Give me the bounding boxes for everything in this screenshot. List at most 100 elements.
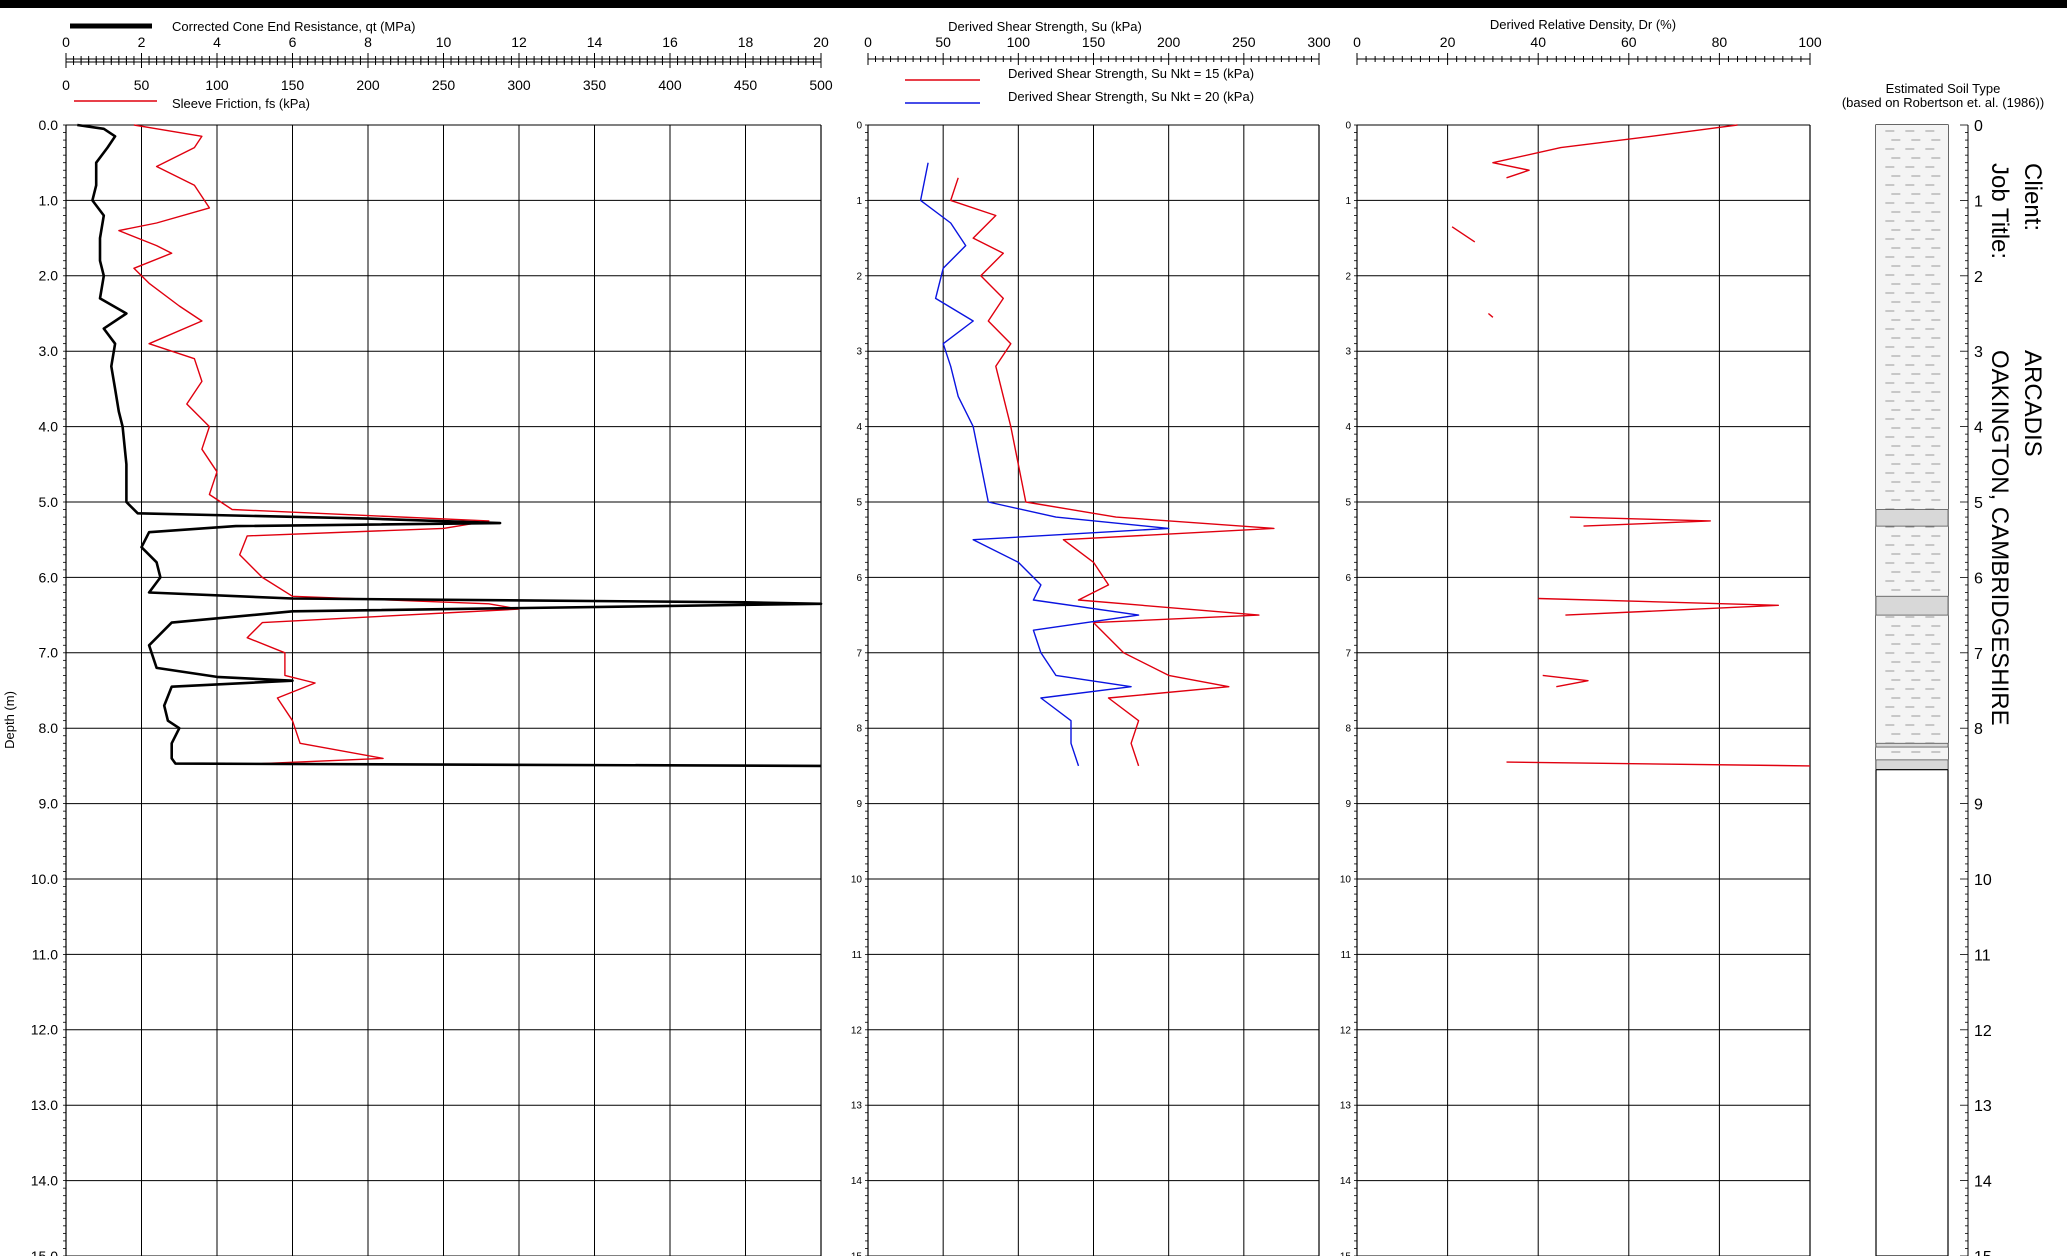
depth-tick-label: 10 (851, 875, 863, 886)
depth-tick-label: 12.0 (31, 1022, 58, 1038)
fs-axis-tick-label: 300 (507, 77, 531, 93)
dr-series-segment (1451, 226, 1476, 243)
fs-axis-tick-label: 200 (356, 77, 380, 93)
fs-series-line (118, 124, 520, 765)
soil-sand-band (1875, 742, 1949, 748)
soil-depth-tick-label: 4 (1974, 420, 1983, 437)
depth-tick-label: 10.0 (31, 871, 58, 887)
panel-relative-density: Derived Relative Density, Dr (%) 0123456… (1340, 17, 1822, 1256)
depth-tick-label: 1.0 (39, 192, 59, 208)
fs-axis-tick-label: 350 (583, 77, 607, 93)
depth-tick-label: 9 (856, 799, 862, 810)
soil-depth-tick-label: 9 (1974, 797, 1983, 814)
soil-depth-tick-label: 5 (1974, 495, 1983, 512)
fs-axis-tick-label: 400 (658, 77, 682, 93)
dr-axis-tick-label: 40 (1530, 34, 1546, 50)
qt-axis-title: Corrected Cone End Resistance, qt (MPa) (172, 19, 416, 34)
soil-sand-band (1875, 595, 1949, 616)
dr-series-segment (1487, 312, 1494, 318)
depth-tick-label: 5 (1345, 498, 1351, 509)
soil-column-fill (1876, 125, 1948, 770)
dr-axis-tick-label: 60 (1621, 34, 1637, 50)
fs-axis-title: Sleeve Friction, fs (kPa) (172, 96, 310, 111)
panel-cone-resistance: Corrected Cone End Resistance, qt (MPa) … (2, 19, 833, 1256)
soil-sand-band (1875, 509, 1949, 527)
panel-shear-strength: Derived Shear Strength, Su (kPa) Derived… (851, 19, 1331, 1256)
depth-tick-label: 13 (1340, 1101, 1352, 1112)
soil-title-line1: Estimated Soil Type (1886, 81, 2001, 96)
qt-axis-tick-label: 16 (662, 34, 678, 50)
fs-axis-tick-label: 500 (809, 77, 833, 93)
depth-tick-label: 3 (1345, 347, 1351, 358)
dr-series-segment (1492, 124, 1738, 179)
dr-axis-tick-label: 80 (1712, 34, 1728, 50)
depth-tick-label: 6 (856, 573, 862, 584)
depth-tick-label: 15 (851, 1252, 863, 1256)
depth-tick-label: 14 (1340, 1176, 1352, 1187)
depth-tick-label: 3 (856, 347, 862, 358)
depth-tick-label: 6.0 (39, 569, 59, 585)
depth-tick-label: 8.0 (39, 720, 59, 736)
qt-axis-tick-label: 2 (138, 34, 146, 50)
su-axis-tick-label: 200 (1157, 34, 1181, 50)
depth-tick-label: 9.0 (39, 796, 59, 812)
depth-tick-label: 0 (856, 121, 862, 132)
su-axis-tick-label: 250 (1232, 34, 1256, 50)
depth-tick-label: 6 (1345, 573, 1351, 584)
depth-tick-label: 7 (856, 648, 862, 659)
fs-axis-tick-label: 150 (281, 77, 305, 93)
soil-depth-tick-label: 8 (1974, 721, 1983, 738)
depth-tick-label: 13 (851, 1101, 863, 1112)
qt-axis-tick-label: 18 (738, 34, 754, 50)
dr-axis-tick-label: 100 (1798, 34, 1822, 50)
dr-axis-tick-label: 20 (1440, 34, 1456, 50)
client-label: Client: (2019, 163, 2046, 231)
depth-tick-label: 8 (1345, 724, 1351, 735)
depth-tick-label: 11 (852, 950, 863, 961)
soil-title-line2: (based on Robertson et. al. (1986)) (1842, 95, 2044, 110)
su-axis-tick-label: 100 (1007, 34, 1031, 50)
depth-tick-label: 12 (1340, 1025, 1352, 1036)
depth-tick-label: 14 (851, 1176, 863, 1187)
soil-depth-tick-label: 1 (1974, 193, 1983, 210)
soil-depth-tick-label: 10 (1974, 872, 1992, 889)
depth-tick-label: 2 (856, 271, 862, 282)
depth-tick-label: 8 (856, 724, 862, 735)
soil-sand-band (1875, 759, 1949, 771)
fs-axis-tick-label: 100 (205, 77, 229, 93)
qt-axis-tick-label: 10 (436, 34, 452, 50)
fs-axis-tick-label: 0 (62, 77, 70, 93)
title-block: Client: ARCADIS Job Title: OAKINGTON, CA… (1986, 163, 2046, 726)
dr-series-segment (1569, 516, 1711, 527)
soil-depth-tick-label: 13 (1974, 1098, 1992, 1115)
depth-tick-label: 5 (856, 498, 862, 509)
su-axis-title: Derived Shear Strength, Su (kPa) (948, 19, 1142, 34)
depth-tick-label: 13.0 (31, 1097, 58, 1113)
soil-depth-tick-label: 11 (1974, 947, 1991, 964)
depth-tick-label: 2.0 (39, 268, 59, 284)
su20-legend-label: Derived Shear Strength, Su Nkt = 20 (kPa… (1008, 89, 1254, 104)
su-axis-tick-label: 50 (935, 34, 951, 50)
dr-axis-tick-label: 0 (1353, 34, 1361, 50)
depth-tick-label: 4 (856, 422, 862, 433)
top-border (0, 0, 2067, 8)
su-series-line-0 (950, 177, 1275, 767)
depth-tick-label: 10 (1340, 875, 1352, 886)
fs-axis-tick-label: 250 (432, 77, 456, 93)
fs-axis-tick-label: 450 (734, 77, 758, 93)
fs-axis-tick-label: 50 (134, 77, 150, 93)
job-title-value: OAKINGTON, CAMBRIDGESHIRE (1986, 350, 2013, 726)
depth-tick-label: 14.0 (31, 1173, 58, 1189)
depth-tick-label: 4.0 (39, 419, 59, 435)
dr-series-segment (1506, 761, 1811, 767)
soil-depth-tick-label: 7 (1974, 646, 1983, 663)
depth-tick-label: 11 (1341, 950, 1352, 961)
dr-axis-title: Derived Relative Density, Dr (%) (1490, 17, 1676, 32)
qt-axis-tick-label: 20 (813, 34, 829, 50)
depth-tick-label: 3.0 (39, 343, 59, 359)
qt-axis-tick-label: 12 (511, 34, 527, 50)
qt-series-line (77, 123, 823, 768)
client-value: ARCADIS (2019, 350, 2046, 457)
qt-axis-tick-label: 8 (364, 34, 372, 50)
su-axis-tick-label: 150 (1082, 34, 1106, 50)
